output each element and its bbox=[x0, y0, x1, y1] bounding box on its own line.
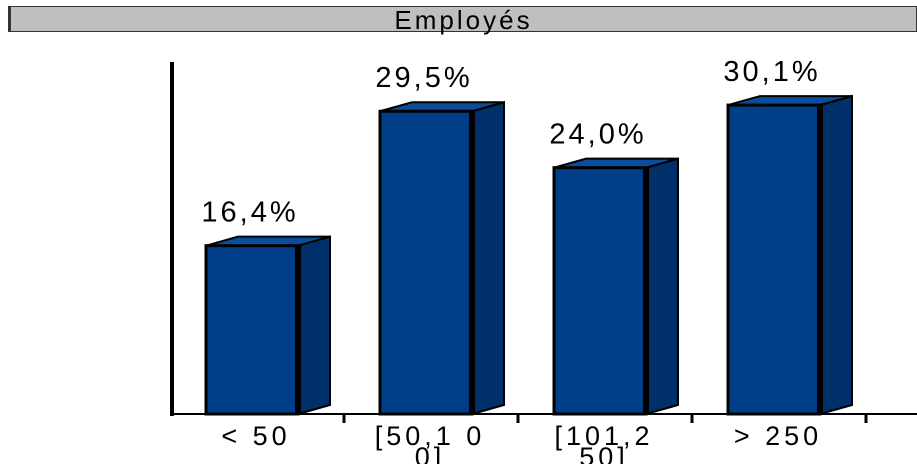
bars bbox=[204, 94, 853, 416]
data-label: 29,5% bbox=[375, 62, 472, 94]
category-label: [50,1 0 bbox=[375, 421, 486, 451]
chart-title: Employés bbox=[394, 5, 533, 35]
category-label: < 50 bbox=[221, 421, 290, 451]
data-label: 16,4% bbox=[201, 197, 298, 229]
bar bbox=[378, 100, 505, 416]
bar bbox=[726, 94, 853, 416]
category-label: [101,2 bbox=[554, 421, 653, 451]
bar-front bbox=[552, 166, 648, 416]
data-label: 24,0% bbox=[549, 119, 646, 151]
bar-front bbox=[204, 244, 300, 416]
chart-title-bar: Employés bbox=[8, 5, 917, 35]
bar bbox=[552, 157, 679, 416]
category-labels: < 50 [50,1 00] [101,250] > 250 bbox=[221, 421, 822, 464]
bar-side bbox=[297, 235, 331, 416]
category-label: 50] bbox=[579, 442, 629, 464]
data-labels: 16,4% 29,5% 24,0% 30,1% bbox=[201, 56, 820, 229]
category-label: 0] bbox=[415, 442, 446, 464]
data-label: 30,1% bbox=[723, 56, 820, 88]
bar-side bbox=[471, 100, 505, 416]
bar-front bbox=[726, 103, 822, 416]
bar bbox=[204, 235, 331, 416]
bar-side bbox=[645, 157, 679, 416]
category-label: > 250 bbox=[734, 421, 822, 451]
bar-front bbox=[378, 109, 474, 416]
bar-side bbox=[819, 94, 853, 416]
